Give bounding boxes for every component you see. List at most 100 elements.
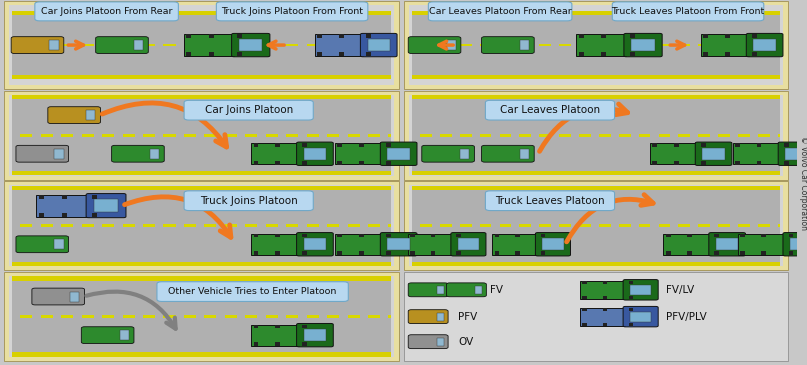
Bar bbox=[629, 296, 633, 299]
Bar bbox=[659, 134, 671, 137]
Bar bbox=[412, 11, 780, 15]
Bar bbox=[762, 251, 766, 255]
Bar bbox=[225, 44, 237, 46]
Bar bbox=[164, 315, 176, 318]
Bar bbox=[12, 276, 391, 357]
Bar bbox=[123, 224, 135, 227]
Bar bbox=[12, 262, 391, 266]
Bar bbox=[456, 251, 461, 255]
Bar bbox=[12, 95, 391, 99]
FancyBboxPatch shape bbox=[184, 191, 313, 211]
Bar bbox=[412, 185, 780, 266]
Bar bbox=[388, 134, 391, 137]
Bar bbox=[752, 35, 757, 38]
Bar bbox=[275, 324, 280, 328]
Bar bbox=[253, 342, 258, 346]
Bar bbox=[337, 161, 342, 165]
Bar bbox=[733, 143, 780, 164]
Bar bbox=[275, 161, 280, 165]
FancyBboxPatch shape bbox=[35, 2, 178, 21]
Bar bbox=[61, 315, 73, 318]
Bar bbox=[12, 353, 391, 357]
Text: FV: FV bbox=[491, 285, 504, 295]
Bar bbox=[785, 148, 807, 160]
Bar bbox=[440, 224, 452, 227]
Bar bbox=[245, 44, 257, 46]
Bar bbox=[386, 234, 391, 238]
Bar bbox=[204, 44, 216, 46]
Bar bbox=[412, 95, 780, 176]
Bar bbox=[164, 224, 176, 227]
Bar bbox=[359, 234, 364, 238]
Bar bbox=[460, 149, 470, 159]
Bar bbox=[253, 234, 258, 238]
Bar bbox=[698, 44, 710, 46]
FancyBboxPatch shape bbox=[485, 191, 615, 211]
Bar bbox=[404, 181, 788, 270]
Bar bbox=[520, 149, 529, 159]
Bar bbox=[92, 213, 98, 217]
Bar bbox=[638, 134, 650, 137]
Text: OV: OV bbox=[458, 337, 474, 347]
Bar bbox=[520, 134, 531, 137]
Bar bbox=[583, 281, 587, 284]
Bar bbox=[61, 44, 73, 46]
Bar bbox=[123, 315, 135, 318]
Bar bbox=[495, 251, 500, 255]
Bar bbox=[82, 315, 94, 318]
Bar bbox=[702, 148, 725, 160]
Bar bbox=[629, 35, 634, 38]
FancyBboxPatch shape bbox=[408, 335, 448, 349]
FancyBboxPatch shape bbox=[32, 288, 85, 305]
Bar bbox=[456, 234, 461, 238]
Bar bbox=[245, 134, 257, 137]
Bar bbox=[740, 251, 745, 255]
Bar bbox=[758, 134, 770, 137]
Bar bbox=[659, 44, 671, 46]
Bar bbox=[286, 44, 299, 46]
FancyBboxPatch shape bbox=[111, 145, 165, 162]
Bar bbox=[359, 251, 364, 255]
Bar bbox=[412, 262, 780, 266]
Bar bbox=[735, 161, 740, 165]
Bar bbox=[327, 315, 339, 318]
Text: Car Leaves Platoon: Car Leaves Platoon bbox=[500, 105, 600, 115]
Text: FV/LV: FV/LV bbox=[666, 285, 694, 295]
Bar bbox=[714, 251, 719, 255]
Bar bbox=[307, 224, 319, 227]
Bar bbox=[583, 296, 587, 299]
Bar bbox=[9, 276, 394, 357]
Bar bbox=[674, 161, 679, 165]
Bar bbox=[286, 315, 299, 318]
Bar bbox=[659, 224, 671, 227]
Bar bbox=[123, 134, 135, 137]
Bar bbox=[303, 238, 326, 250]
Bar bbox=[12, 185, 391, 190]
Bar bbox=[209, 52, 214, 56]
Bar bbox=[302, 324, 307, 328]
Bar bbox=[666, 251, 671, 255]
Bar bbox=[409, 185, 783, 266]
FancyBboxPatch shape bbox=[429, 2, 572, 21]
Bar bbox=[539, 134, 551, 137]
Bar bbox=[143, 315, 155, 318]
Bar bbox=[54, 239, 64, 249]
Bar bbox=[541, 251, 546, 255]
Bar bbox=[700, 143, 705, 147]
Bar bbox=[245, 224, 257, 227]
Bar bbox=[599, 224, 611, 227]
Bar bbox=[679, 44, 690, 46]
FancyBboxPatch shape bbox=[82, 327, 134, 343]
Text: Other Vehicle Tries to Enter Platoon: Other Vehicle Tries to Enter Platoon bbox=[169, 287, 337, 296]
Bar bbox=[460, 44, 471, 46]
Bar bbox=[619, 44, 630, 46]
Bar bbox=[266, 44, 278, 46]
Bar bbox=[579, 52, 583, 56]
Bar bbox=[539, 44, 551, 46]
FancyBboxPatch shape bbox=[482, 145, 534, 162]
Bar bbox=[366, 35, 370, 38]
FancyBboxPatch shape bbox=[451, 233, 486, 256]
Text: Truck Leaves Platoon From Front: Truck Leaves Platoon From Front bbox=[612, 7, 765, 16]
FancyBboxPatch shape bbox=[422, 145, 475, 162]
Bar bbox=[500, 44, 512, 46]
